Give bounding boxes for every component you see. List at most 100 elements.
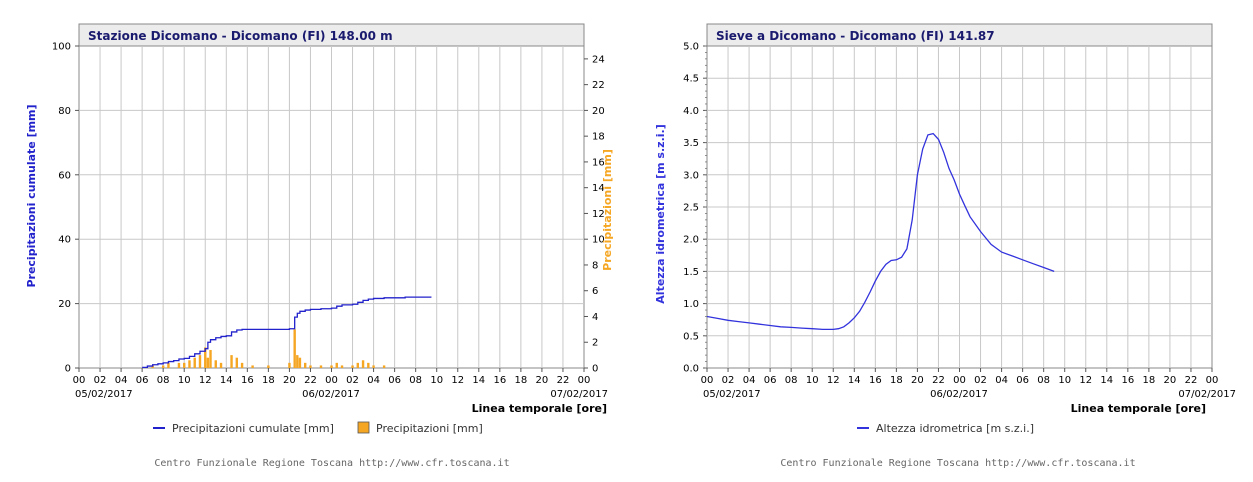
chart-2-legend: Altezza idrometrica [m s.z.i.] bbox=[857, 422, 1034, 435]
chart-1-y-axis-label: Precipitazioni cumulate [mm] bbox=[25, 104, 38, 287]
y-tick-label: 40 bbox=[58, 235, 71, 246]
chart-1-legend-item-precip: Precipitazioni [mm] bbox=[376, 422, 483, 435]
x-tick-label: 12 bbox=[827, 375, 840, 386]
precip-bar bbox=[251, 365, 254, 368]
x-tick-label: 06 bbox=[388, 375, 401, 386]
chart-1-credit: Centro Funzionale Regione Toscana http:/… bbox=[154, 458, 509, 469]
x-tick-label: 10 bbox=[806, 375, 819, 386]
x-tick-label: 02 bbox=[722, 375, 735, 386]
precip-bar bbox=[335, 362, 338, 368]
precip-bar bbox=[319, 365, 323, 368]
chart-2-y-axis-label: Altezza idrometrica [m s.z.i.] bbox=[654, 124, 667, 303]
chart-1-x-axis-label: Linea temporale [ore] bbox=[472, 402, 607, 415]
precip-bar bbox=[235, 357, 239, 368]
x-tick-label: 14 bbox=[848, 375, 861, 386]
x-tick-label: 08 bbox=[157, 375, 170, 386]
x-tick-label: 12 bbox=[1079, 375, 1092, 386]
x-tick-label: 20 bbox=[283, 375, 296, 386]
y-tick-label: 4.0 bbox=[683, 106, 699, 117]
x-tick-label: 20 bbox=[536, 375, 549, 386]
precip-bar bbox=[309, 365, 312, 368]
x-tick-label: 06 bbox=[764, 375, 777, 386]
y-tick-label: 20 bbox=[58, 299, 71, 310]
y-right-tick-label: 22 bbox=[592, 80, 605, 91]
precip-bar bbox=[214, 360, 217, 368]
precip-bar bbox=[188, 360, 191, 368]
chart-1-title: Stazione Dicomano - Dicomano (FI) 148.00… bbox=[88, 29, 393, 43]
x-tick-label: 18 bbox=[1143, 375, 1156, 386]
y-right-tick-label: 10 bbox=[592, 235, 605, 246]
y-right-tick-label: 18 bbox=[592, 132, 605, 143]
y-right-tick-label: 2 bbox=[592, 338, 598, 349]
y-tick-label: 3.0 bbox=[683, 170, 699, 181]
x-tick-label: 06 bbox=[136, 375, 149, 386]
x-tick-label: 14 bbox=[472, 375, 485, 386]
x-tick-label: 04 bbox=[367, 375, 380, 386]
precip-bar bbox=[296, 355, 299, 368]
y-right-tick-label: 6 bbox=[592, 286, 598, 297]
x-tick-label: 18 bbox=[515, 375, 528, 386]
x-tick-label: 08 bbox=[1037, 375, 1050, 386]
water-level-line bbox=[706, 132, 1055, 331]
x-tick-label: 02 bbox=[974, 375, 987, 386]
x-tick-label: 08 bbox=[409, 375, 422, 386]
x-tick-label: 00 bbox=[1206, 375, 1219, 386]
precip-bar bbox=[303, 362, 307, 368]
x-tick-label: 16 bbox=[241, 375, 254, 386]
x-tick-label: 12 bbox=[451, 375, 464, 386]
chart-2-x-axis-label: Linea temporale [ore] bbox=[1071, 402, 1206, 415]
precip-bar bbox=[183, 362, 186, 368]
y-right-tick-label: 0 bbox=[592, 364, 598, 375]
precip-bar bbox=[288, 362, 291, 368]
chart-2: Sieve a Dicomano - Dicomano (FI) 141.87 … bbox=[654, 23, 1236, 469]
x-tick-label: 00 bbox=[73, 375, 86, 386]
y-tick-label: 0.0 bbox=[683, 364, 699, 375]
x-tick-label: 14 bbox=[220, 375, 233, 386]
x-tick-label: 00 bbox=[953, 375, 966, 386]
precip-bar bbox=[177, 362, 181, 368]
x-tick-label: 06 bbox=[1016, 375, 1029, 386]
precip-bar bbox=[230, 355, 233, 368]
cumulative-rain-line bbox=[142, 296, 432, 369]
x-tick-label: 10 bbox=[178, 375, 191, 386]
precip-bar bbox=[367, 362, 370, 368]
y-tick-label: 3.5 bbox=[683, 138, 699, 149]
x-tick-label: 02 bbox=[346, 375, 359, 386]
chart-2-credit: Centro Funzionale Regione Toscana http:/… bbox=[780, 458, 1135, 469]
y-tick-label: 1.5 bbox=[683, 267, 699, 278]
x-date-label: 06/02/2017 bbox=[930, 389, 988, 400]
precip-bar bbox=[240, 362, 244, 368]
precip-bar bbox=[198, 355, 202, 368]
precip-bar bbox=[356, 362, 360, 368]
precip-bar bbox=[351, 365, 354, 368]
precip-bar bbox=[204, 347, 207, 368]
y-tick-label: 0.5 bbox=[683, 331, 699, 342]
precip-bar bbox=[372, 365, 375, 368]
x-tick-label: 00 bbox=[325, 375, 338, 386]
chart-1-legend-bar-swatch bbox=[357, 421, 370, 434]
precip-bar bbox=[206, 357, 210, 368]
y-tick-label: 5.0 bbox=[683, 42, 699, 53]
y-right-tick-label: 20 bbox=[592, 106, 605, 117]
x-tick-label: 16 bbox=[493, 375, 506, 386]
y-right-tick-label: 12 bbox=[592, 209, 605, 220]
precip-bar bbox=[298, 357, 302, 368]
y-tick-label: 100 bbox=[52, 42, 71, 53]
y-tick-label: 2.0 bbox=[683, 235, 699, 246]
x-tick-label: 22 bbox=[557, 375, 570, 386]
x-tick-label: 10 bbox=[1058, 375, 1071, 386]
precip-bar bbox=[193, 357, 196, 368]
precip-bar bbox=[361, 360, 365, 368]
precip-bar bbox=[219, 362, 223, 368]
x-tick-label: 12 bbox=[199, 375, 212, 386]
chart-2-title: Sieve a Dicomano - Dicomano (FI) 141.87 bbox=[716, 29, 995, 43]
y-tick-label: 60 bbox=[58, 170, 71, 181]
y-right-tick-label: 14 bbox=[592, 183, 605, 194]
chart-1: Stazione Dicomano - Dicomano (FI) 148.00… bbox=[25, 23, 614, 469]
x-tick-label: 20 bbox=[911, 375, 924, 386]
x-date-label: 06/02/2017 bbox=[302, 389, 360, 400]
y-tick-label: 80 bbox=[58, 106, 71, 117]
x-tick-label: 18 bbox=[262, 375, 275, 386]
precip-bar bbox=[293, 329, 296, 368]
precip-bar bbox=[209, 349, 212, 368]
